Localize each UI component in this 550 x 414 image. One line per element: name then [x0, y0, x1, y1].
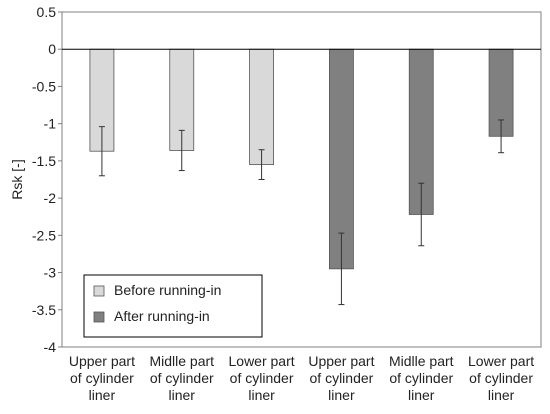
category-label: liner — [89, 387, 116, 403]
y-axis-title: Rsk [-] — [9, 159, 25, 199]
y-tick-label: 0 — [48, 41, 56, 57]
category-label: liner — [248, 387, 275, 403]
legend-label: After running-in — [114, 308, 210, 324]
category-label: Midlle part — [149, 353, 214, 369]
category-label: Upper part — [69, 353, 135, 369]
y-tick-label: -4 — [44, 339, 57, 355]
category-label: Midlle part — [389, 353, 454, 369]
category-label: Upper part — [308, 353, 374, 369]
bars — [89, 48, 514, 270]
category-label: of cylinder — [310, 370, 374, 386]
legend-box — [83, 274, 263, 338]
category-label: of cylinder — [70, 370, 134, 386]
category-label: liner — [488, 387, 515, 403]
y-tick-label: -1 — [44, 116, 57, 132]
category-label: of cylinder — [469, 370, 533, 386]
y-tick-label: -3 — [44, 265, 57, 281]
category-label: liner — [408, 387, 435, 403]
category-label: liner — [169, 387, 196, 403]
category-label: liner — [328, 387, 355, 403]
y-tick-label: -0.5 — [32, 78, 56, 94]
y-tick-label: 0.5 — [37, 4, 57, 20]
plot-frame — [61, 11, 542, 348]
category-label: of cylinder — [150, 370, 214, 386]
y-axis-ticks: 0.5 0 -0.5 -1 -1.5 -2 -2.5 -3 -3.5 -4 — [32, 4, 62, 355]
category-label: Lower part — [468, 353, 534, 369]
bar-before-2 — [249, 48, 274, 166]
y-tick-label: -2.5 — [32, 227, 56, 243]
legend: Before running-in After running-in — [83, 274, 263, 338]
category-label: of cylinder — [389, 370, 453, 386]
y-tick-label: -3.5 — [32, 302, 56, 318]
y-tick-label: -2 — [44, 190, 57, 206]
legend-swatch — [93, 285, 105, 297]
legend-swatch — [93, 311, 105, 323]
legend-label: Before running-in — [114, 282, 221, 298]
category-label: Lower part — [229, 353, 295, 369]
category-label: of cylinder — [230, 370, 294, 386]
plot-area — [61, 11, 542, 348]
error-bars — [98, 119, 505, 306]
y-tick-label: -1.5 — [32, 153, 56, 169]
